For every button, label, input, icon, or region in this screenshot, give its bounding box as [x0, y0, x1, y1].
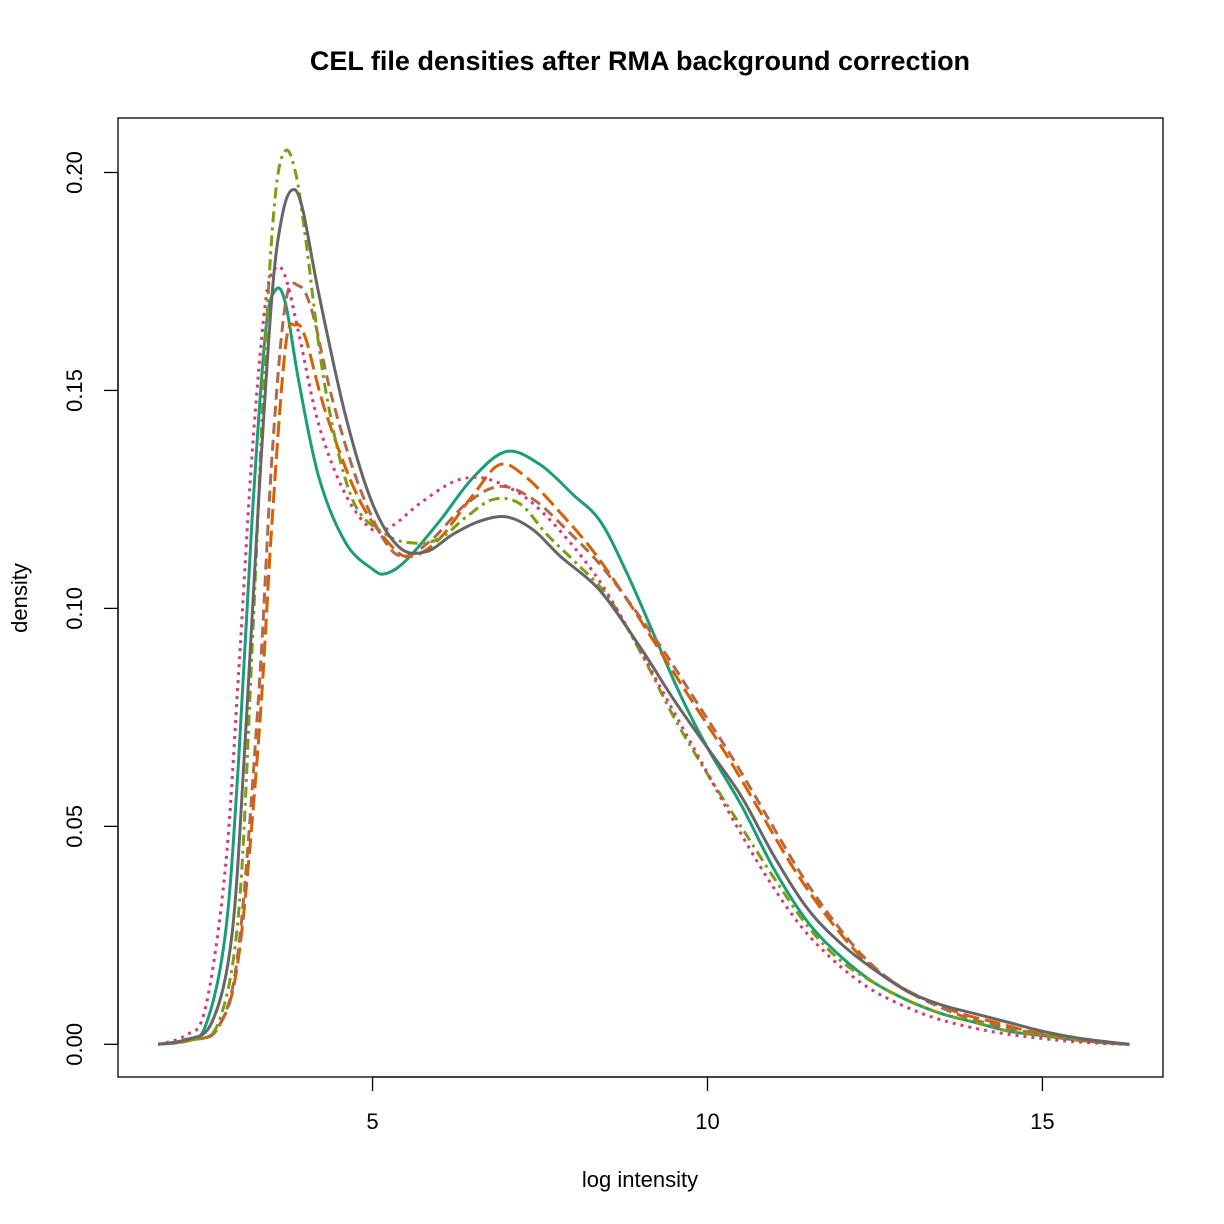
density-curve-4 — [157, 148, 1130, 1046]
density-curve-3 — [157, 281, 1130, 1046]
density-curve-2 — [157, 322, 1130, 1046]
density-curve-6 — [157, 188, 1130, 1046]
density-curve-5 — [157, 264, 1130, 1046]
x-tick-label: 5 — [366, 1109, 378, 1134]
density-curve-1 — [157, 286, 1130, 1046]
x-axis-label: log intensity — [582, 1167, 698, 1192]
x-axis: 5 10 15 — [366, 1076, 1055, 1134]
series-layer — [157, 148, 1130, 1046]
y-tick-label: 0.15 — [62, 369, 87, 412]
x-tick-label: 10 — [695, 1109, 719, 1134]
chart-title: CEL file densities after RMA background … — [310, 46, 970, 76]
y-tick-label: 0.00 — [62, 1023, 87, 1066]
x-tick-label: 15 — [1030, 1109, 1054, 1134]
y-tick-label: 0.05 — [62, 805, 87, 848]
y-axis: 0.00 0.05 0.10 0.15 0.20 — [62, 151, 119, 1066]
y-axis-label: density — [7, 563, 32, 633]
y-tick-label: 0.10 — [62, 587, 87, 630]
y-tick-label: 0.20 — [62, 151, 87, 194]
